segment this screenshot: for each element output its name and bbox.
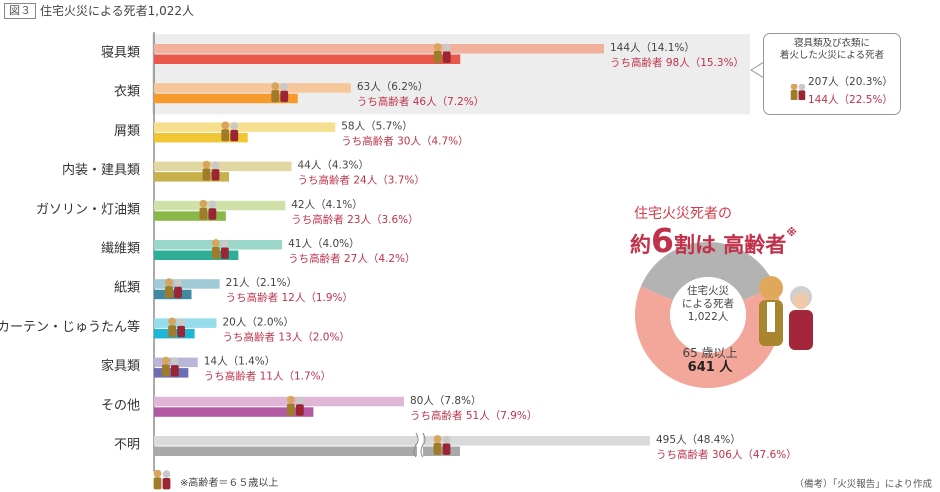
- figure-tag: 図３: [4, 3, 36, 19]
- elderly-couple-icon: [433, 435, 451, 455]
- bar-elderly-label: うち高齢者 23人（3.6%）: [291, 213, 418, 226]
- bar-total: [154, 44, 604, 54]
- elderly-couple-icon: [199, 199, 217, 220]
- callout-heading: 寝具類及び衣類に 着火した火災による死者: [779, 38, 885, 61]
- elderly-couple-icon: [161, 356, 179, 377]
- footnote: ※高齢者＝６５歳以上: [180, 478, 279, 489]
- category-label: 紙類: [114, 281, 140, 296]
- category-label: 屑類: [114, 124, 140, 139]
- elderly-couple-icon: [221, 121, 239, 142]
- bar-elderly: [154, 172, 229, 182]
- elderly-couple-icon: [165, 278, 182, 299]
- headline: 約6割は 高齢者※: [630, 224, 797, 259]
- bar-total-label: 14人（1.4%）: [204, 356, 276, 368]
- category-label: 繊維類: [101, 241, 140, 257]
- category-label: 内装・建具類: [62, 162, 140, 178]
- headline-number: 6: [651, 221, 674, 260]
- bar-total-label: 80人（7.8%）: [410, 395, 482, 407]
- bar-elderly-label: うち高齢者 306人（47.6%）: [656, 448, 797, 461]
- bar-elderly-label: うち高齢者 13人（2.0%）: [223, 330, 350, 343]
- bar-elderly-label: うち高齢者 51人（7.9%）: [410, 409, 537, 422]
- bar-total-label: 58人（5.7%）: [341, 120, 413, 132]
- bar-elderly-label: うち高齢者 30人（4.7%）: [341, 134, 468, 147]
- bar-elderly-label: うち高齢者 27人（4.2%）: [288, 252, 415, 265]
- category-label: ガソリン・灯油類: [36, 202, 140, 217]
- bar-elderly-label: うち高齢者 98人（15.3%）: [610, 56, 744, 69]
- category-label: カーテン・じゅうたん等: [0, 319, 140, 335]
- bar-total: [154, 436, 650, 446]
- elderly-couple-icon: [168, 317, 186, 338]
- donut-old-count: 641 人: [687, 360, 733, 375]
- elderly-couple-icon: [153, 470, 171, 490]
- headline-note: ※: [786, 226, 797, 239]
- category-label: 衣類: [114, 84, 140, 100]
- elderly-couple-icon: [286, 395, 304, 416]
- elderly-couple-icon: [153, 470, 171, 490]
- bar-total-label: 20人（2.0%）: [223, 316, 295, 328]
- donut-elderly-label: 65 歳以上 641 人: [660, 346, 760, 375]
- headline-sub: 住宅火災死者の: [634, 206, 732, 222]
- donut-hole: [670, 277, 746, 353]
- bar-total: [154, 318, 217, 328]
- donut-center-label: 住宅火災 による死者 1,022人: [681, 285, 735, 323]
- bar-elderly: [154, 407, 314, 417]
- elderly-couple-icon: [790, 84, 806, 100]
- bar-elderly-label: うち高齢者 12人（1.9%）: [226, 291, 353, 304]
- bar-elderly: [154, 132, 248, 143]
- bar-total-label: 21人（2.1%）: [226, 277, 298, 289]
- bar-elderly: [154, 93, 298, 104]
- bar-elderly: [154, 54, 461, 64]
- elderly-couple-icon: [790, 84, 806, 100]
- callout-box: 寝具類及び衣類に 着火した火災による死者 207人（20.3%） 144人（22…: [763, 33, 901, 115]
- headline-post: 割は 高齢者: [673, 233, 787, 257]
- source-note: （備考）「火災報告」により作成: [794, 479, 932, 490]
- bar-elderly-label: うち高齢者 11人（1.7%）: [204, 370, 331, 383]
- category-label: その他: [101, 398, 140, 413]
- bar-elderly: [154, 211, 226, 221]
- donut-slice-other: [640, 242, 776, 301]
- bar-total-label: 42人（4.1%）: [291, 199, 363, 211]
- category-label: 寝具類: [101, 45, 140, 61]
- axis-break-mark: [413, 432, 426, 458]
- figure-title: 住宅火災による死者1,022人: [40, 4, 194, 18]
- callout-elderly: 144人（22.5%）: [808, 94, 893, 106]
- bar-total-label: 41人（4.0%）: [288, 238, 360, 250]
- bar-total: [154, 122, 336, 132]
- donut-old-label: 65 歳以上: [682, 346, 738, 360]
- donut-chart: [635, 242, 781, 389]
- bar-total: [154, 161, 292, 172]
- bar-total: [154, 83, 351, 93]
- bar-total-label: 495人（48.4%）: [656, 434, 741, 446]
- category-label: 家具類: [101, 358, 140, 374]
- bar-elderly-label: うち高齢者 46人（7.2%）: [357, 95, 484, 108]
- bar-total: [154, 200, 286, 211]
- bar-total-label: 63人（6.2%）: [357, 81, 429, 93]
- elderly-couple-icon: [202, 160, 220, 181]
- bar-total: [154, 279, 220, 289]
- bar-total-label: 144人（14.1%）: [610, 42, 695, 54]
- callout-total: 207人（20.3%）: [808, 76, 893, 88]
- donut-slice-elderly: [635, 286, 781, 389]
- elderly-couple-icon: [271, 82, 289, 103]
- bar-elderly: [154, 446, 460, 456]
- bar-total-label: 44人（4.3%）: [298, 160, 370, 172]
- bar-elderly: [154, 250, 239, 260]
- bar-elderly-label: うち高齢者 24人（3.7%）: [298, 174, 425, 187]
- elderly-couple-icon: [211, 239, 229, 259]
- elderly-couple-icon: [433, 43, 451, 63]
- category-label: 不明: [114, 438, 140, 453]
- headline-pre: 約: [630, 233, 651, 257]
- bar-total: [154, 396, 404, 407]
- elderly-couple-illustration: [759, 276, 813, 350]
